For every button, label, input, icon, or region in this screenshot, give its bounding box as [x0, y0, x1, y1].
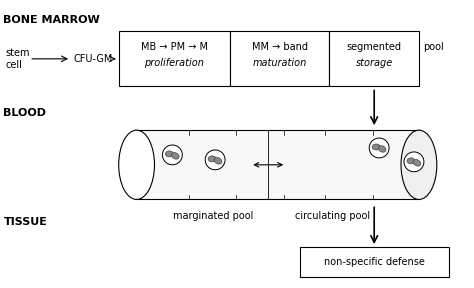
Ellipse shape — [401, 130, 437, 200]
Text: BONE MARROW: BONE MARROW — [3, 15, 100, 25]
Bar — [300, 247, 449, 277]
Text: pool: pool — [423, 42, 444, 52]
Text: MM → band: MM → band — [252, 42, 308, 52]
Circle shape — [163, 145, 182, 165]
Text: BLOOD: BLOOD — [3, 108, 46, 118]
Text: stem
cell: stem cell — [5, 48, 30, 70]
Bar — [118, 31, 230, 86]
Ellipse shape — [378, 146, 386, 152]
Text: segmented: segmented — [346, 42, 401, 52]
Bar — [230, 31, 329, 86]
Bar — [329, 31, 419, 86]
Ellipse shape — [372, 144, 380, 150]
Bar — [137, 130, 419, 200]
Text: MB → PM → M: MB → PM → M — [141, 42, 208, 52]
Ellipse shape — [413, 160, 421, 166]
Ellipse shape — [118, 130, 155, 200]
Text: maturation: maturation — [253, 58, 307, 68]
Ellipse shape — [214, 158, 222, 164]
Text: proliferation: proliferation — [145, 58, 204, 68]
Ellipse shape — [407, 158, 415, 164]
Circle shape — [369, 138, 389, 158]
Ellipse shape — [172, 153, 179, 159]
Text: storage: storage — [356, 58, 393, 68]
Text: marginated pool: marginated pool — [173, 211, 254, 221]
Circle shape — [205, 150, 225, 170]
Text: CFU-GM: CFU-GM — [74, 54, 113, 64]
Ellipse shape — [208, 156, 216, 162]
Circle shape — [404, 152, 424, 172]
Text: non-specific defense: non-specific defense — [324, 257, 425, 267]
Text: circulating pool: circulating pool — [295, 211, 370, 221]
Ellipse shape — [165, 151, 173, 157]
Text: TISSUE: TISSUE — [3, 217, 47, 227]
